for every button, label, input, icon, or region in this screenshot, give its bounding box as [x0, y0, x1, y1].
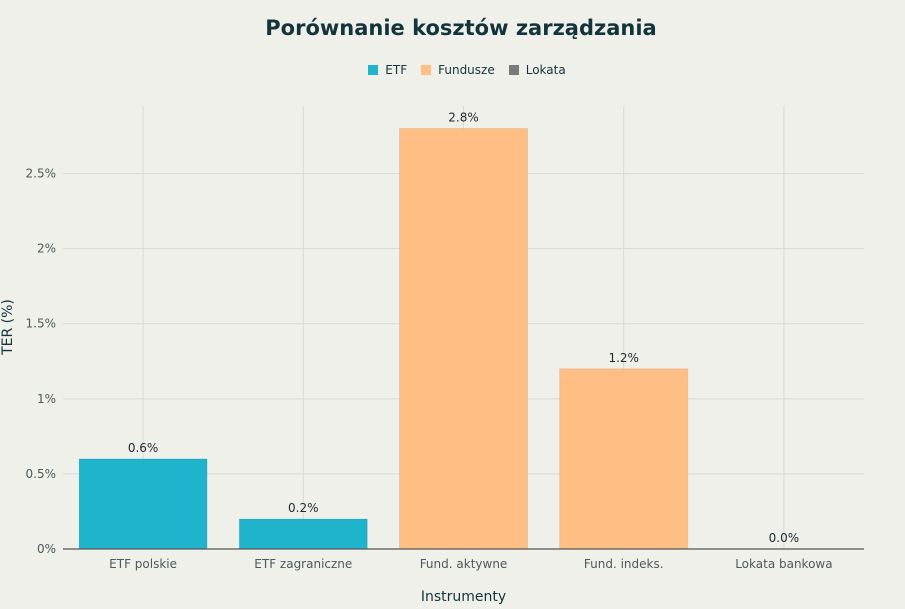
data-label: 1.2% — [608, 351, 639, 365]
x-axis-ticks: ETF polskie ETF zagraniczne Fund. aktywne F… — [109, 557, 832, 571]
y-tick-label: 0% — [37, 542, 56, 556]
legend: ETF Fundusze Lokata — [0, 63, 905, 77]
data-labels: 0.6% 0.2% 2.8% 1.2% 0.0% — [128, 111, 799, 545]
bar-etf-zagraniczne[interactable] — [238, 518, 368, 550]
data-label: 0.2% — [288, 501, 319, 515]
legend-item-fundusze[interactable]: Fundusze — [421, 63, 495, 77]
y-axis-ticks: 0% 0.5% 1% 1.5% 2% 2.5% — [26, 167, 57, 556]
x-axis-title: Instrumenty — [421, 589, 506, 605]
legend-swatch-etf — [368, 65, 379, 75]
x-tick-label: ETF zagraniczne — [254, 557, 352, 571]
bar-fund-indeks-[interactable] — [559, 368, 689, 550]
data-label: 2.8% — [448, 111, 479, 125]
legend-label-etf: ETF — [385, 63, 408, 77]
data-label: 0.6% — [128, 441, 159, 455]
bar-fund-aktywne[interactable] — [399, 128, 528, 550]
legend-swatch-fundusze — [421, 65, 432, 75]
data-label: 0.0% — [769, 531, 800, 545]
legend-item-lokata[interactable]: Lokata — [508, 63, 566, 77]
x-tick-label: Fund. indeks. — [584, 557, 664, 571]
y-tick-label: 0.5% — [26, 467, 57, 481]
x-tick-label: ETF polskie — [109, 557, 177, 571]
y-tick-label: 2.5% — [26, 167, 57, 181]
x-tick-label: Lokata bankowa — [735, 557, 832, 571]
y-tick-label: 2% — [37, 242, 56, 256]
legend-swatch-lokata — [508, 65, 519, 75]
y-axis-title: TER (%) — [0, 299, 16, 356]
legend-item-etf[interactable]: ETF — [368, 63, 407, 77]
legend-label-lokata: Lokata — [525, 63, 566, 77]
bar-etf-polskie[interactable] — [78, 458, 208, 550]
bars — [78, 128, 689, 550]
y-tick-label: 1% — [37, 392, 56, 406]
x-tick-label: Fund. aktywne — [420, 557, 508, 571]
y-tick-label: 1.5% — [26, 317, 57, 331]
legend-label-fundusze: Fundusze — [438, 63, 495, 77]
chart-title: Porównanie kosztów zarządzania — [265, 16, 657, 40]
